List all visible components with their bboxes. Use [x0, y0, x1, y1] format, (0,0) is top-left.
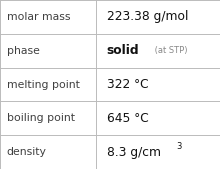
Text: melting point: melting point — [7, 79, 79, 90]
Text: molar mass: molar mass — [7, 12, 70, 22]
Text: solid: solid — [107, 44, 139, 57]
Text: 322 °C: 322 °C — [107, 78, 148, 91]
Text: density: density — [7, 147, 46, 157]
Text: 645 °C: 645 °C — [107, 112, 148, 125]
Text: 223.38 g/mol: 223.38 g/mol — [107, 10, 188, 23]
Text: (at STP): (at STP) — [152, 46, 188, 55]
Text: boiling point: boiling point — [7, 113, 75, 123]
Text: 3: 3 — [176, 141, 182, 151]
Text: phase: phase — [7, 46, 39, 56]
Text: 8.3 g/cm: 8.3 g/cm — [107, 146, 161, 159]
